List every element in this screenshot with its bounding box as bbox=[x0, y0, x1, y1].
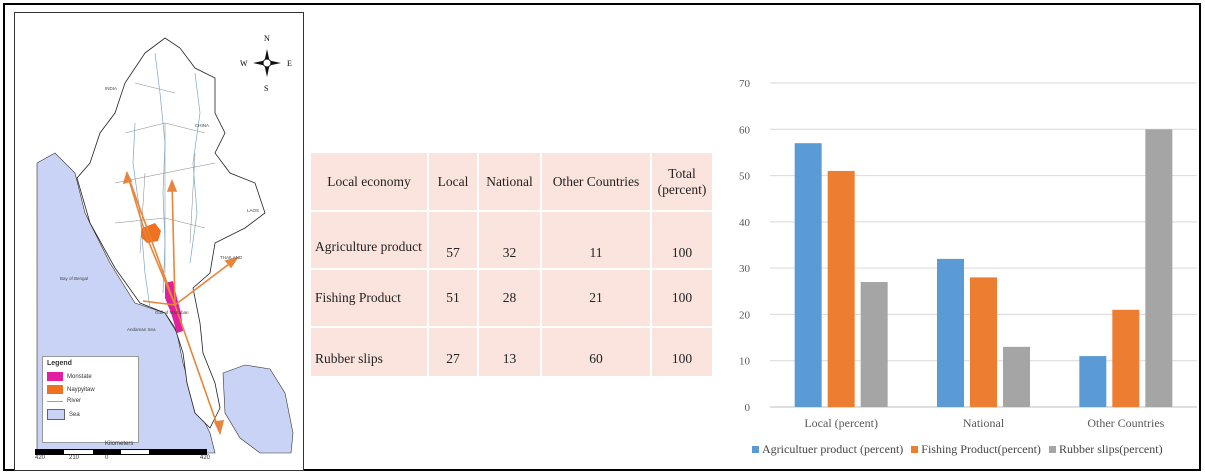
chart-legend: Agricultuer product (percent) Fishing Pro… bbox=[752, 442, 1163, 457]
y-tick-label: 60 bbox=[739, 124, 751, 136]
table-cell: Rubber slips bbox=[311, 328, 427, 376]
bar bbox=[937, 258, 964, 407]
compass-rose bbox=[253, 49, 281, 77]
legend-entry: Rubber slips(percent) bbox=[1048, 442, 1163, 457]
legend-entry: Agricultuer product (percent) bbox=[752, 442, 903, 457]
y-tick-label: 0 bbox=[745, 402, 751, 414]
table-cell: Agriculture product bbox=[311, 212, 427, 268]
legend-swatch bbox=[752, 446, 759, 453]
label-gulf-of-martaban: Gulf of Martaban bbox=[155, 310, 189, 315]
table-row: Agriculture product 57 32 11 100 bbox=[311, 212, 712, 268]
legend-swatch-naypyitaw bbox=[47, 385, 63, 394]
table-cell: 13 bbox=[479, 328, 540, 376]
bar bbox=[1112, 309, 1140, 407]
scale-title: Kilometers bbox=[105, 441, 134, 447]
legend-label: Fishing Product(percent) bbox=[921, 442, 1041, 456]
legend-swatch bbox=[911, 446, 919, 453]
bar bbox=[1079, 356, 1107, 407]
table-row: Fishing Product 51 28 21 100 bbox=[311, 270, 712, 326]
y-tick-label: 40 bbox=[739, 217, 751, 229]
y-tick-label: 20 bbox=[739, 309, 751, 321]
label-china: CHINA bbox=[195, 123, 210, 128]
bar-chart: 0 10 20 30 40 50 60 70 Local (percent) National Ot… bbox=[739, 78, 1197, 430]
table-cell: 11 bbox=[542, 212, 650, 268]
monstate-region bbox=[165, 281, 183, 333]
legend-label-river: River bbox=[67, 398, 82, 404]
table-cell: 100 bbox=[652, 270, 712, 326]
table-cell: 27 bbox=[429, 328, 477, 376]
table-cell: 100 bbox=[652, 212, 712, 268]
y-tick-label: 30 bbox=[739, 263, 751, 275]
table-header: Total (percent) bbox=[652, 153, 712, 210]
bar bbox=[827, 170, 855, 407]
table-cell: Fishing Product bbox=[311, 270, 427, 326]
bar bbox=[794, 143, 822, 407]
scale-tick: 210 bbox=[69, 455, 80, 461]
x-tick-label: Local (percent) bbox=[804, 416, 878, 430]
myanmar-map: N S E W INDIA CHINA LAOS THAILAND Bay of… bbox=[14, 12, 304, 471]
legend-swatch-sea bbox=[47, 409, 65, 420]
y-tick-label: 70 bbox=[739, 78, 751, 90]
legend-label-monstate: Monstate bbox=[67, 373, 92, 380]
scale-tick: 420 bbox=[35, 455, 46, 461]
legend-entry: Fishing Product(percent) bbox=[911, 442, 1041, 457]
legend-item-naypyitaw: Naypyitaw bbox=[47, 385, 95, 394]
label-andaman-sea: Andaman Sea bbox=[127, 327, 156, 332]
label-bay-of-bengal: Bay of Bengal bbox=[60, 276, 89, 281]
bar bbox=[1003, 346, 1030, 407]
legend-swatch-river bbox=[47, 400, 63, 402]
table-cell: 60 bbox=[542, 328, 650, 376]
label-india: INDIA bbox=[105, 86, 118, 91]
legend-item-river: River bbox=[47, 398, 81, 404]
table-header: Local economy bbox=[311, 153, 427, 210]
scale-tick: 0 bbox=[105, 455, 109, 461]
table-header: Other Countries bbox=[542, 153, 650, 210]
table-header: National bbox=[479, 153, 540, 210]
legend-label: Agricultuer product (percent) bbox=[762, 442, 904, 456]
scale-bar-graphic bbox=[35, 449, 207, 455]
table-cell: 100 bbox=[652, 328, 712, 376]
table-cell: 57 bbox=[429, 212, 477, 268]
river bbox=[132, 52, 201, 309]
bar bbox=[1145, 129, 1173, 407]
table-cell: 28 bbox=[479, 270, 540, 326]
bar bbox=[970, 277, 997, 407]
legend-label-sea: Sea bbox=[69, 411, 80, 418]
table-header: Local bbox=[429, 153, 477, 210]
trade-arrows bbox=[122, 170, 239, 436]
economy-table: Local economy Local National Other Count… bbox=[309, 151, 714, 378]
figure-frame bbox=[3, 3, 1201, 471]
legend-title: Legend bbox=[47, 360, 72, 367]
compass-e: E bbox=[287, 59, 292, 68]
legend-swatch-monstate bbox=[47, 372, 63, 381]
sea-southeast bbox=[222, 364, 294, 454]
compass-n: N bbox=[264, 34, 270, 43]
map-legend: Legend Monstate Naypyitaw River Sea bbox=[42, 356, 139, 443]
label-laos: LAOS bbox=[247, 208, 260, 213]
state-boundaries bbox=[114, 82, 216, 273]
scale-tick: 420 bbox=[200, 455, 211, 461]
table-row: Rubber slips 27 13 60 100 bbox=[311, 328, 712, 376]
legend-item-sea: Sea bbox=[47, 409, 80, 420]
y-tick-label: 50 bbox=[739, 171, 751, 183]
compass-w: W bbox=[240, 59, 248, 68]
country-outline bbox=[76, 37, 266, 429]
table-cell: 21 bbox=[542, 270, 650, 326]
legend-item-monstate: Monstate bbox=[47, 372, 92, 381]
x-tick-label: National bbox=[963, 416, 1005, 430]
x-tick-label: Other Countries bbox=[1087, 416, 1164, 430]
legend-swatch bbox=[1048, 446, 1056, 453]
table-header-row: Local economy Local National Other Count… bbox=[311, 153, 712, 210]
table-cell: 51 bbox=[429, 270, 477, 326]
bar bbox=[860, 282, 888, 407]
table-cell: 32 bbox=[479, 212, 540, 268]
y-tick-label: 10 bbox=[739, 356, 751, 368]
label-thailand: THAILAND bbox=[220, 255, 243, 260]
legend-label: Rubber slips(percent) bbox=[1058, 442, 1163, 456]
legend-label-naypyitaw: Naypyitaw bbox=[67, 386, 95, 393]
naypyitaw-region bbox=[141, 223, 161, 243]
compass-s: S bbox=[264, 84, 268, 93]
